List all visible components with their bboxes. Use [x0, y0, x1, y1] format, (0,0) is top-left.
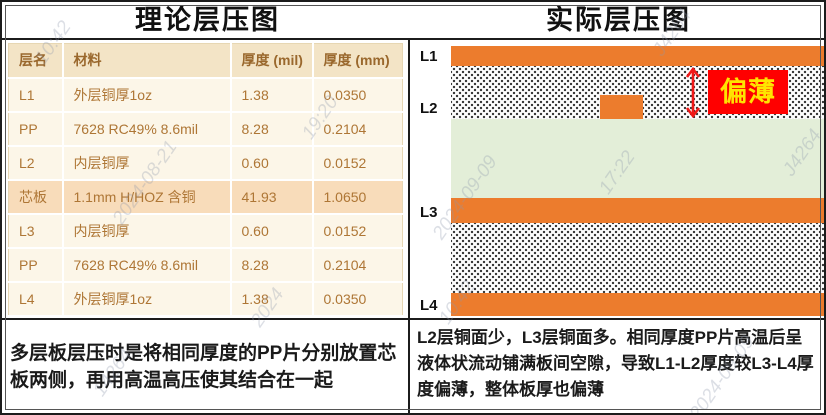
theoretical-panel: 层名 材料 厚度 (mil) 厚度 (mm) L1 外层铜厚1oz 1.38 0.03…: [2, 40, 410, 318]
table-cell-material: 7628 RC49% 8.6mil: [62, 247, 232, 283]
right-title: 实际层压图: [546, 5, 691, 35]
too-thin-annotation: 偏薄: [708, 70, 788, 114]
table-row: 芯板 1.1mm H/HOZ 含铜 41.93 1.0650: [8, 179, 403, 215]
stackup-table-body: L1 外层铜厚1oz 1.38 0.0350 PP 7628 RC49% 8.6mil 8.…: [8, 77, 403, 317]
table-header-row: 层名 材料 厚度 (mil) 厚度 (mm): [8, 43, 403, 79]
table-cell-mil: 1.38: [230, 281, 314, 317]
table-row: L4 外层铜厚1oz 1.38 0.0350: [8, 281, 403, 317]
table-row: L3 内层铜厚 0.60 0.0152: [8, 213, 403, 249]
table-cell-layer: 芯板: [8, 179, 64, 215]
copper-layer-l1: [451, 46, 824, 66]
table-cell-mil: 8.28: [230, 247, 314, 283]
table-cell-material: 外层铜厚1oz: [62, 77, 232, 113]
double-arrow-icon: [685, 67, 701, 118]
table-cell-material: 内层铜厚: [62, 213, 232, 249]
actual-note: L2层铜面少，L3层铜面多。相同厚度PP片高温后呈液体状流动铺满板间空隙，导致L…: [417, 328, 814, 399]
table-cell-layer: L1: [8, 77, 64, 113]
notes-row: 多层板层压时是将相同厚度的PP片分别放置芯板两侧，再用高温高压使其结合在一起 L…: [2, 318, 824, 413]
pp-layer-bottom: [451, 223, 824, 293]
table-cell-mil: 0.60: [230, 145, 314, 181]
table-cell-layer: L4: [8, 281, 64, 317]
table-row: PP 7628 RC49% 8.6mil 8.28 0.2104: [8, 247, 403, 283]
table-cell-mm: 0.0152: [312, 213, 403, 249]
table-cell-material: 1.1mm H/HOZ 含铜: [62, 179, 232, 215]
table-cell-layer: L3: [8, 213, 64, 249]
table-cell-layer: PP: [8, 247, 64, 283]
table-cell-material: 外层铜厚1oz: [62, 281, 232, 317]
layer-label-l2: L2: [420, 100, 438, 117]
table-cell-mil: 1.38: [230, 77, 314, 113]
layer-label-l4: L4: [420, 297, 438, 314]
table-cell-material: 7628 RC49% 8.6mil: [62, 111, 232, 147]
pp-layer-top: 偏薄: [451, 66, 824, 119]
stackup-table: 层名 材料 厚度 (mil) 厚度 (mm) L1 外层铜厚1oz 1.38 0.03…: [8, 43, 403, 317]
header-layer: 层名: [8, 43, 64, 79]
copper-layer-l3: [451, 198, 824, 223]
table-cell-mm: 0.0350: [312, 77, 403, 113]
core-layer: [451, 119, 824, 198]
theoretical-note: 多层板层压时是将相同厚度的PP片分别放置芯板两侧，再用高温高压使其结合在一起: [2, 320, 410, 413]
table-cell-mm: 0.2104: [312, 247, 403, 283]
table-cell-layer: L2: [8, 145, 64, 181]
left-title: 理论层压图: [135, 5, 280, 35]
table-cell-mil: 41.93: [230, 179, 314, 215]
header-thickness-mm: 厚度 (mm): [312, 43, 403, 79]
header-thickness-mil: 厚度 (mil): [230, 43, 314, 79]
table-row: L2 内层铜厚 0.60 0.0152: [8, 145, 403, 181]
main-row: 层名 材料 厚度 (mil) 厚度 (mm) L1 外层铜厚1oz 1.38 0.03…: [2, 40, 824, 318]
table-cell-mil: 0.60: [230, 213, 314, 249]
table-cell-mil: 8.28: [230, 111, 314, 147]
table-cell-material: 内层铜厚: [62, 145, 232, 181]
table-row: L1 外层铜厚1oz 1.38 0.0350: [8, 77, 403, 113]
table-cell-mm: 1.0650: [312, 179, 403, 215]
copper-pad-l2: [600, 95, 643, 119]
layer-label-l1: L1: [420, 48, 438, 65]
layer-bars: 偏薄: [451, 40, 824, 318]
table-cell-mm: 0.0152: [312, 145, 403, 181]
actual-lamination-diagram: L1 L2 L3 L4 偏薄: [410, 40, 824, 318]
table-cell-layer: PP: [8, 111, 64, 147]
table-cell-mm: 0.0350: [312, 281, 403, 317]
header-material: 材料: [62, 43, 232, 79]
table-row: PP 7628 RC49% 8.6mil 8.28 0.2104: [8, 111, 403, 147]
layer-label-l3: L3: [420, 204, 438, 221]
copper-layer-l4: [451, 293, 824, 316]
table-cell-mm: 0.2104: [312, 111, 403, 147]
title-row: 理论层压图 实际层压图: [2, 2, 824, 40]
